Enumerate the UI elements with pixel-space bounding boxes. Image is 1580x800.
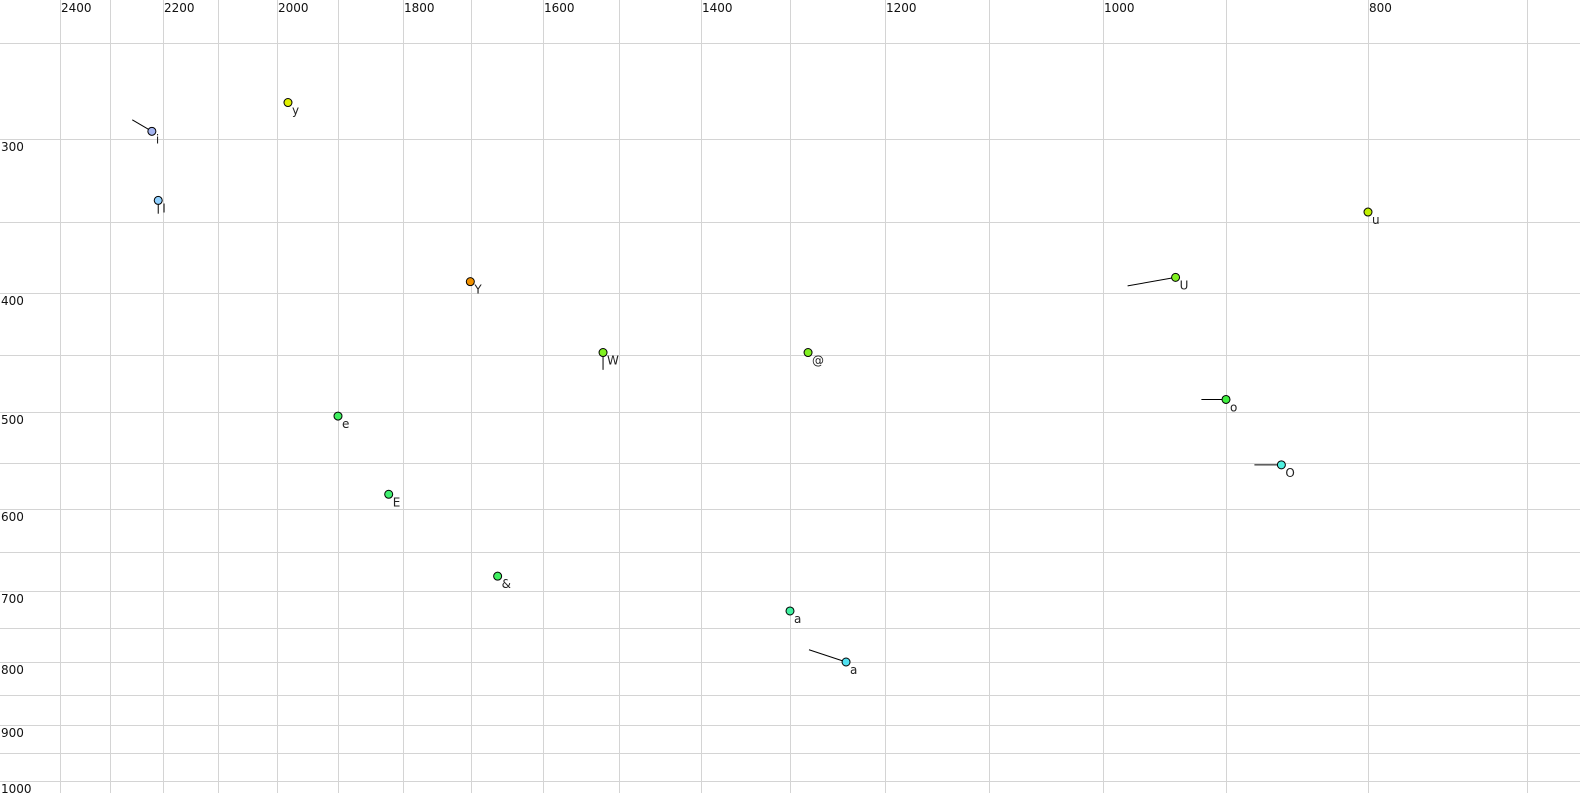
point-label: & xyxy=(502,577,511,591)
point-marker xyxy=(803,348,813,358)
vowel-point-O: O xyxy=(1254,460,1295,480)
point-label: o xyxy=(1230,400,1237,414)
point-marker xyxy=(493,571,503,581)
vowel-point-&: & xyxy=(493,571,511,591)
y-tick-label: 800 xyxy=(1,663,24,677)
point-label: E xyxy=(393,495,401,509)
x-tick-label: 1800 xyxy=(404,1,435,15)
point-marker xyxy=(147,126,157,136)
point-marker xyxy=(841,657,851,667)
point-marker xyxy=(1276,460,1286,470)
point-marker xyxy=(384,489,394,499)
vowel-point-W: W xyxy=(598,348,619,370)
point-label: a xyxy=(794,612,801,626)
point-label: U xyxy=(1180,278,1189,292)
point-marker xyxy=(1363,207,1373,217)
formant-trajectory xyxy=(808,649,847,663)
formant-trajectory xyxy=(1127,276,1176,287)
x-tick-label: 800 xyxy=(1369,1,1392,15)
point-marker xyxy=(153,195,163,205)
point-label: @ xyxy=(812,354,824,368)
point-label: I xyxy=(162,201,166,215)
y-tick-label: 600 xyxy=(1,510,24,524)
vowel-point-o: o xyxy=(1201,394,1237,414)
point-label: e xyxy=(342,417,349,431)
point-marker xyxy=(283,98,293,108)
point-label: O xyxy=(1285,466,1294,480)
point-marker xyxy=(1221,394,1231,404)
x-tick-label: 1000 xyxy=(1104,1,1135,15)
x-tick-label: 2400 xyxy=(61,1,92,15)
vowel-point-a: a xyxy=(808,649,857,677)
vowel-point-e: e xyxy=(333,411,349,431)
point-label: Y xyxy=(473,283,482,297)
point-label: y xyxy=(292,104,299,118)
point-marker xyxy=(1171,272,1181,282)
point-label: a xyxy=(850,663,857,677)
y-tick-label: 900 xyxy=(1,726,24,740)
point-label: i xyxy=(156,132,159,146)
y-tick-label: 700 xyxy=(1,592,24,606)
vowel-point-a: a xyxy=(785,606,801,626)
data-points: i Iy Y W @ e E & a a Uu o O xyxy=(132,98,1380,677)
point-marker xyxy=(785,606,795,616)
vowel-point-U: U xyxy=(1127,272,1189,292)
point-marker xyxy=(465,277,475,287)
x-tick-label: 2200 xyxy=(164,1,195,15)
point-marker xyxy=(598,348,608,358)
vowel-point-Y: Y xyxy=(465,277,482,297)
y-tick-label: 500 xyxy=(1,413,24,427)
x-tick-label: 1400 xyxy=(702,1,733,15)
vowel-point-I: I xyxy=(153,195,166,215)
x-tick-label: 1200 xyxy=(886,1,917,15)
y-tick-label: 400 xyxy=(1,294,24,308)
point-label: u xyxy=(1372,213,1380,227)
vowel-point-y: y xyxy=(283,98,299,118)
point-marker xyxy=(333,411,343,421)
vowel-point-u: u xyxy=(1363,207,1380,227)
vowel-point-i: i xyxy=(132,119,159,146)
y-tick-label: 1000 xyxy=(1,782,32,796)
x-tick-label: 1600 xyxy=(544,1,575,15)
vowel-point-@: @ xyxy=(803,348,824,368)
x-tick-label: 2000 xyxy=(278,1,309,15)
tick-labels: 2400 2200 2000 1800 1600 1400 1200 1000 800 300 40… xyxy=(1,1,1392,796)
vowel-point-E: E xyxy=(384,489,401,509)
y-tick-label: 300 xyxy=(1,140,24,154)
point-label: W xyxy=(607,354,619,368)
